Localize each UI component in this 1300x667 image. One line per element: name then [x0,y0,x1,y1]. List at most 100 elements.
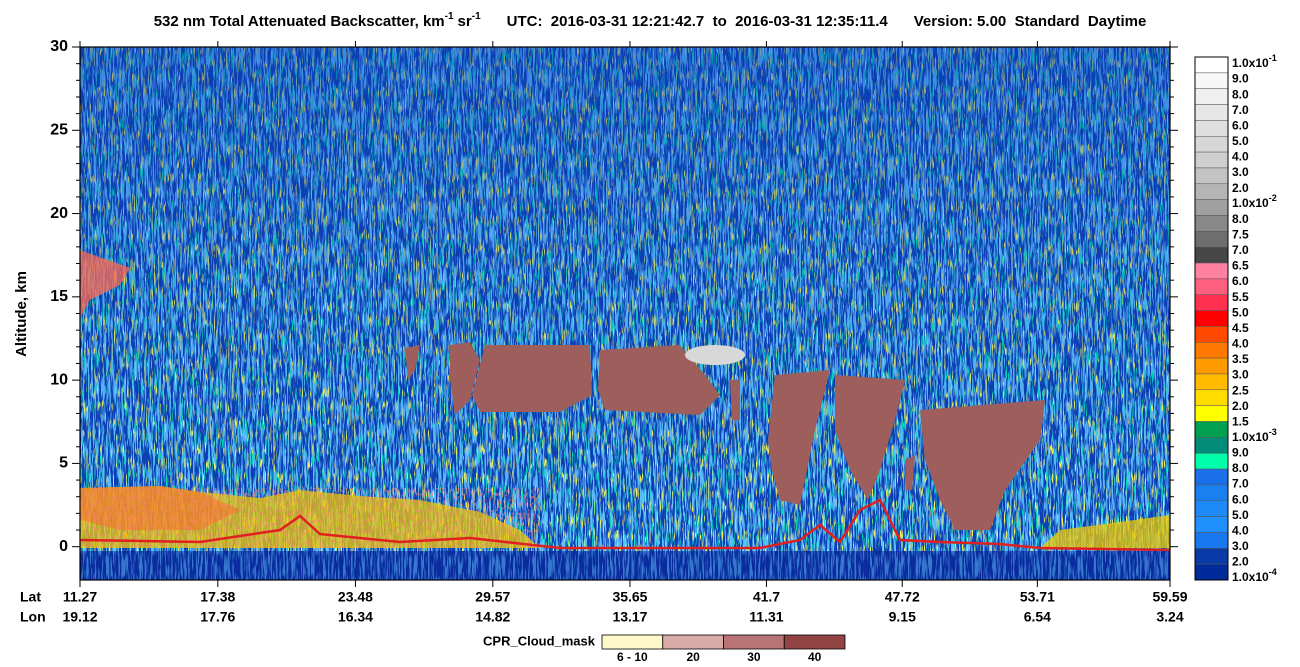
lon-label: 6.54 [1024,609,1051,625]
colorbar-label: 2.0 [1232,555,1249,569]
colorbar-swatch [1194,548,1229,565]
colorbar-swatch [1194,437,1229,454]
colorbar-label: 3.0 [1232,368,1249,382]
cirrus-layer [80,250,130,318]
x-tick-label: 17.38 [200,589,235,605]
cpr-label: 40 [808,650,822,664]
x-tick-label: 29.57 [475,589,510,605]
cpr-swatch [662,634,724,650]
colorbar-label-exp: -1 [1269,53,1277,63]
cpr-label: 20 [686,650,700,664]
colorbar-swatch [1194,405,1229,422]
x-tick-label: 47.72 [885,589,920,605]
colorbar-swatch [1194,357,1229,375]
subsurface-noise [80,551,1170,580]
colorbar-swatch [1194,120,1229,137]
y-tick-label: 20 [50,205,68,222]
colorbar-label: 6.5 [1232,259,1249,273]
cpr-swatch [601,634,664,650]
colorbar-label: 1.5 [1232,414,1249,428]
colorbar-label: 3.5 [1232,352,1249,366]
cpr-label: 30 [747,650,761,664]
colorbar-label-exp: -2 [1269,194,1277,204]
colorbar-swatch [1194,56,1229,74]
colorbar-swatch [1194,468,1229,486]
lon-label: 13.17 [612,609,647,625]
colorbar-label: 9.0 [1232,446,1249,460]
colorbar-label: 5.0 [1232,305,1249,319]
title-exp: -1 [445,11,454,22]
y-tick-label: 15 [50,288,68,305]
colorbar-label: 4.0 [1232,337,1249,351]
colorbar-label: 2.0 [1232,399,1249,413]
y-axis-label: Altitude, km [13,271,30,357]
colorbar-swatch [1194,72,1229,89]
lon-label: 3.24 [1156,609,1183,625]
colorbar-swatch [1194,135,1229,153]
x-row-label: Lon [20,609,46,625]
x-tick-label: 35.65 [612,589,647,605]
cpr-swatch [783,634,846,650]
colorbar-swatch [1194,231,1229,248]
colorbar-swatch [1194,246,1229,264]
colorbar-swatch [1194,500,1229,517]
colorbar-label: 5.0 [1232,134,1249,148]
x-tick-label: 23.48 [338,589,373,605]
title-time: UTC: 2016-03-31 12:21:42.7 to 2016-03-31… [507,13,889,30]
colorbar-swatch [1194,278,1229,295]
colorbar-label: 1.0x10-4 [1232,567,1277,584]
colorbar-swatch [1194,215,1229,232]
colorbar-swatch [1194,294,1229,311]
y-tick-label: 25 [50,122,68,139]
colorbar-swatch [1194,88,1229,105]
colorbar-label: 1.0x10-3 [1232,427,1277,444]
y-tick-label: 0 [59,538,68,555]
y-tick-label: 10 [50,371,68,388]
x-tick-label: 41.7 [753,589,780,605]
title-version: Version: 5.00 Standard Daytime [914,13,1147,30]
lon-label: 14.82 [475,609,510,625]
colorbar-label: 1.0x10-1 [1232,53,1277,70]
colorbar-swatch [1194,452,1229,470]
colorbar-label: 8.0 [1232,461,1249,475]
colorbar-label: 7.5 [1232,228,1249,242]
lon-label: 9.15 [889,609,916,625]
colorbar-swatch [1194,183,1229,200]
x-tick-label: 59.59 [1152,589,1187,605]
colorbar-swatch [1194,151,1229,169]
title-exp: -1 [472,11,481,22]
colorbar-label: 4.5 [1232,321,1249,335]
cpr-label: 6 - 10 [617,650,648,664]
title-unit: sr [458,13,472,30]
colorbar-label: 5.0 [1232,508,1249,522]
colorbar-swatch [1194,389,1229,406]
lon-label: 17.76 [200,609,235,625]
colorbar-swatch [1194,326,1229,343]
colorbar-label-base: 1.0x10 [1232,430,1269,444]
colorbar-swatch [1194,484,1229,502]
colorbar-label-exp: -3 [1269,427,1277,437]
colorbar-label: 2.5 [1232,383,1249,397]
colorbar-swatch [1194,373,1229,391]
lon-label: 16.34 [338,609,373,625]
y-tick-label: 30 [50,38,68,55]
colorbar-label-exp: -4 [1269,567,1277,577]
y-tick-label: 5 [59,455,68,472]
colorbar-swatch [1194,563,1229,581]
colorbar-swatch [1194,342,1229,359]
colorbar-label: 7.0 [1232,477,1249,491]
x-row-label: Lat [20,589,41,605]
cpr-legend-title: CPR_Cloud_mask [483,633,596,648]
aerosol-layer [1040,515,1170,548]
colorbar-swatch [1194,532,1229,549]
colorbar-swatch [1194,310,1229,327]
chart-title: 532 nm Total Attenuated Backscatter, km-… [154,11,1147,30]
colorbar-label: 7.0 [1232,243,1249,257]
cpr-swatch [723,634,785,650]
lon-label: 19.12 [62,609,97,625]
colorbar-frame [1194,56,1229,581]
x-tick-label: 53.71 [1020,589,1055,605]
colorbar-label: 6.0 [1232,492,1249,506]
colorbar-swatch [1194,421,1229,438]
